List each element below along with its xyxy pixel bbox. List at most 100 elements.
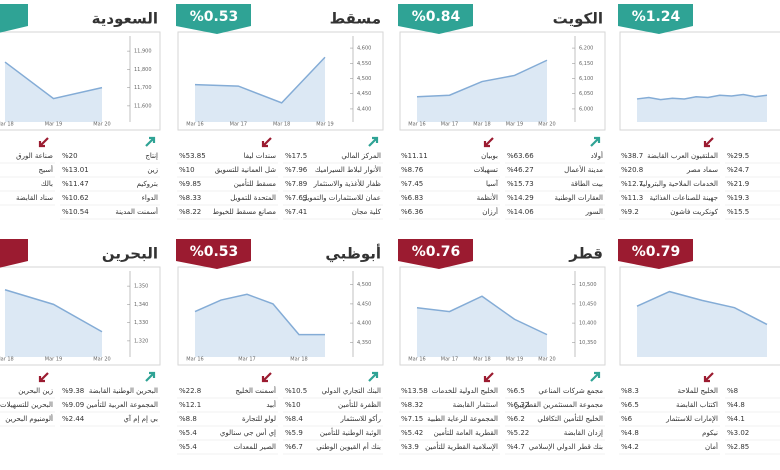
stock-change: %8.32 <box>401 401 423 409</box>
stock-name: أولاد <box>591 151 603 160</box>
area <box>417 296 547 357</box>
change-label: %1.24 <box>632 9 681 25</box>
y-tick-label: 11,800 <box>134 67 152 73</box>
down-arrow <box>261 372 272 383</box>
y-tick-label: 4,450 <box>357 301 371 307</box>
up-arrow <box>590 371 601 382</box>
y-tick-label: 6,000 <box>579 106 593 112</box>
stock-change: %7.41 <box>285 208 307 216</box>
stock-name: المجموعة العربية للتأمين <box>86 399 158 409</box>
stock-change: %8.3 <box>621 387 639 395</box>
stock-change: %8.22 <box>179 208 201 216</box>
stock-name: أرزان <box>482 207 498 216</box>
stock-name: الإسلامية القطرية للتأمين <box>425 441 498 451</box>
stock-change: %6.7 <box>285 443 303 451</box>
badge <box>618 4 693 34</box>
y-tick-label: 6,200 <box>579 46 593 52</box>
stock-change: %7.89 <box>285 180 307 188</box>
line <box>4 61 103 100</box>
stock-change: %4.7 <box>507 443 525 451</box>
stock-name: المركز المالي <box>341 152 381 160</box>
x-tick-label: Mar 18 <box>273 122 290 128</box>
stock-change: %5.22 <box>507 429 529 437</box>
y-tick-label: 6,100 <box>579 76 593 82</box>
y-tick-label: 1,340 <box>134 302 148 308</box>
stock-change: %8.4 <box>285 415 303 423</box>
stock-name: ظفار للأغذية والاستثمار <box>313 179 382 188</box>
stock-change: %6 <box>621 415 633 423</box>
down-arrow <box>38 372 49 383</box>
up-arrow <box>590 136 601 147</box>
y-tick-label: 4,600 <box>357 46 371 52</box>
x-tick-label: Mar 16 <box>186 357 203 363</box>
y-tick-label: 11,900 <box>134 49 152 55</box>
stock-name: الأنظمة <box>477 193 498 202</box>
y-tick-label: 1,330 <box>134 320 148 326</box>
x-tick-label: Mar 19 <box>45 122 62 128</box>
stock-change: %7.96 <box>285 166 308 174</box>
stock-change: %13.01 <box>62 166 89 174</box>
down-arrow <box>38 137 49 148</box>
badge <box>398 239 473 269</box>
stock-change: %11.3 <box>621 194 643 202</box>
stock-change: %53.85 <box>179 152 206 160</box>
stock-change: %10.5 <box>285 387 307 395</box>
badge <box>176 4 251 34</box>
stock-name: الدواء <box>142 194 158 202</box>
stock-name: إي أس جي سنالوي <box>220 428 276 437</box>
stock-name: شل العمانية للتسويق <box>215 166 276 174</box>
x-tick-label: Mar 18 <box>0 357 14 363</box>
stock-name: بيت الطاقة <box>571 180 603 188</box>
stock-change: %9.38 <box>62 387 84 395</box>
line <box>636 93 768 101</box>
x-tick-label: Mar 16 <box>408 122 425 128</box>
badge <box>398 4 473 34</box>
stock-name: إزدان القابضة <box>564 429 603 437</box>
badge <box>176 239 251 269</box>
stock-name: أسيج <box>39 165 53 174</box>
panel-title: أبوظبي <box>325 244 381 263</box>
stock-name: رأكو للاستثمار <box>340 414 381 423</box>
x-tick-label: Mar 20 <box>538 357 555 363</box>
area <box>195 294 325 357</box>
area <box>5 62 102 122</box>
stock-change: %3.9 <box>401 443 419 451</box>
panel-title: الكويت <box>553 10 603 28</box>
y-tick-label: 1,320 <box>134 338 148 344</box>
down-arrow <box>703 372 714 383</box>
stock-change: %11.47 <box>62 180 89 188</box>
stock-name: مسقط للتأمين <box>234 178 277 188</box>
line <box>636 290 768 326</box>
stock-name: الخليج للتأمين التكافلي <box>537 413 603 423</box>
stock-change: %4.1 <box>727 415 745 423</box>
x-tick-label: Mar 19 <box>45 357 62 363</box>
stock-name: اكتتاب القابضة <box>676 401 718 409</box>
up-arrow <box>368 136 379 147</box>
stock-name: بتروكيم <box>137 180 158 188</box>
stock-name: سماد مصر <box>686 166 718 174</box>
panel-title: قطر <box>568 245 603 263</box>
change-label: %0.53 <box>190 244 239 260</box>
stock-name: الصير للمعدات <box>234 443 276 451</box>
y-tick-label: 10,350 <box>579 340 597 346</box>
stock-change: %6.83 <box>401 194 423 202</box>
x-tick-label: Mar 17 <box>441 122 458 128</box>
stock-change: %9.2 <box>621 208 639 216</box>
x-tick-label: Mar 19 <box>506 357 523 363</box>
stock-name: أسمنت المدينة <box>115 207 158 216</box>
stock-name: زين البحرين <box>18 387 53 395</box>
x-tick-label: Mar 17 <box>230 122 247 128</box>
stock-change: %20.8 <box>621 166 643 174</box>
x-tick-label: Mar 17 <box>441 357 458 363</box>
stock-change: %5.42 <box>401 429 423 437</box>
stock-name: الظفرة للتأمين <box>338 399 381 409</box>
stock-change: %7.15 <box>401 415 423 423</box>
x-tick-label: Mar 19 <box>316 122 333 128</box>
stock-name: بوبيان <box>481 152 498 160</box>
stock-name: المتحدة للتمويل <box>230 194 276 202</box>
x-tick-label: Mar 16 <box>408 357 425 363</box>
down-arrow <box>483 137 494 148</box>
stock-change: %6.32 <box>507 401 529 409</box>
stock-change: %21.9 <box>727 180 749 188</box>
stock-name: ألومنيوم البحرين <box>5 414 53 423</box>
